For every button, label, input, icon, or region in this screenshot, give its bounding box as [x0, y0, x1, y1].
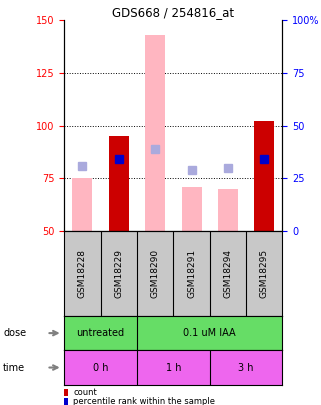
Text: 0 h: 0 h	[93, 362, 108, 373]
Text: GSM18229: GSM18229	[114, 249, 123, 298]
Text: GSM18291: GSM18291	[187, 249, 196, 298]
Text: dose: dose	[3, 328, 26, 338]
Bar	[182, 187, 202, 231]
Text: GSM18290: GSM18290	[151, 249, 160, 298]
Bar	[73, 178, 92, 231]
Text: time: time	[3, 362, 25, 373]
Text: GSM18294: GSM18294	[223, 249, 232, 298]
Text: 3 h: 3 h	[239, 362, 254, 373]
Bar	[254, 122, 274, 231]
Text: 1 h: 1 h	[166, 362, 181, 373]
Text: GSM18295: GSM18295	[260, 249, 269, 298]
Title: GDS668 / 254816_at: GDS668 / 254816_at	[112, 6, 234, 19]
Bar	[218, 189, 238, 231]
Text: percentile rank within the sample: percentile rank within the sample	[73, 397, 215, 405]
Bar	[145, 35, 165, 231]
Text: GSM18228: GSM18228	[78, 249, 87, 298]
Text: count: count	[73, 388, 97, 397]
Text: 0.1 uM IAA: 0.1 uM IAA	[183, 328, 236, 338]
Text: untreated: untreated	[76, 328, 125, 338]
Bar	[109, 136, 129, 231]
